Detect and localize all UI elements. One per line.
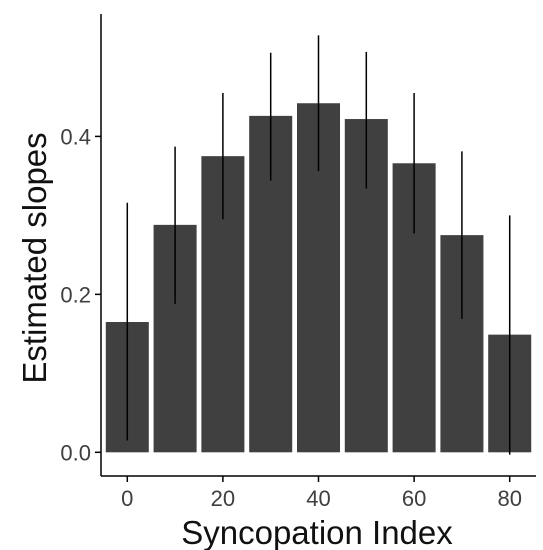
x-axis-title: Syncopation Index [181,514,453,550]
x-tick-label-0: 0 [121,486,133,511]
x-tick-label-20: 20 [211,486,235,511]
y-tick-label-0.0: 0.0 [60,440,91,465]
x-tick-label-80: 80 [497,486,521,511]
y-tick-label-0.4: 0.4 [60,124,91,149]
y-tick-label-0.2: 0.2 [60,282,91,307]
ticks-layer: 0.0 0.2 0.4 0 20 40 60 80 [60,124,522,511]
y-axis-title: Estimated slopes [16,132,53,383]
x-tick-label-40: 40 [306,486,330,511]
errorbars-layer [126,35,511,455]
x-tick-label-60: 60 [402,486,426,511]
